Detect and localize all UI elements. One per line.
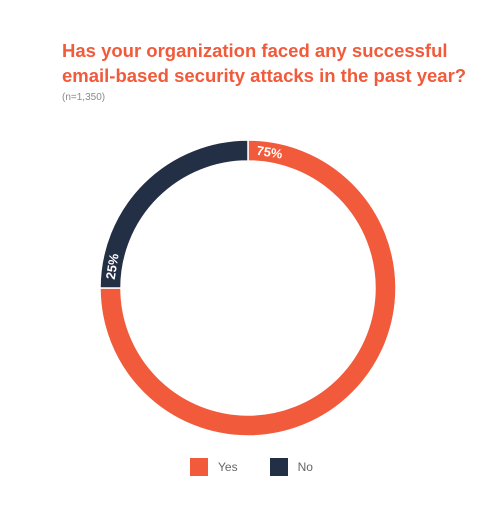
legend-swatch-no	[269, 458, 288, 476]
chart-legend: Yes No	[190, 458, 313, 476]
legend-item-no: No	[269, 458, 313, 476]
legend-item-yes: Yes	[190, 458, 238, 476]
legend-label-no: No	[297, 460, 313, 474]
chart-subtitle: (n=1,350)	[62, 92, 106, 103]
donut-label-no: 25%	[103, 252, 122, 280]
donut-slices	[99, 139, 397, 437]
legend-swatch-yes	[190, 458, 208, 476]
donut-label-yes: 75%	[255, 143, 283, 162]
legend-label-yes: Yes	[218, 460, 238, 474]
donut-slice-no	[99, 139, 249, 289]
donut-slice-yes	[99, 139, 397, 437]
donut-slice-labels: 75% 25%	[103, 143, 284, 281]
chart-title: Has your organization faced any successf…	[62, 40, 467, 86]
